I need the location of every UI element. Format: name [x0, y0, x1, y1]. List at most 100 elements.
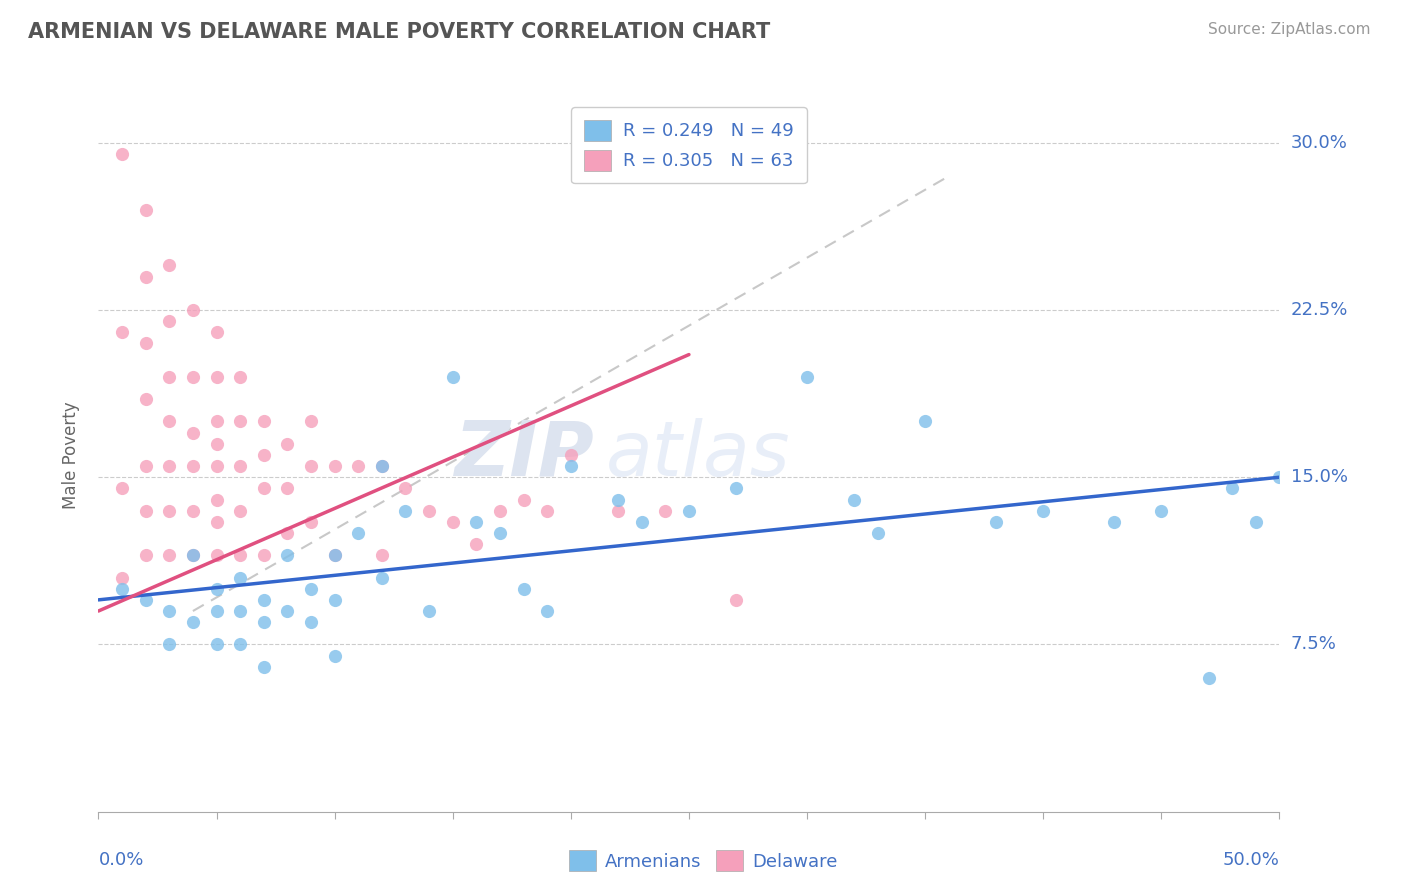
Text: 7.5%: 7.5% — [1291, 635, 1337, 654]
Point — [654, 503, 676, 517]
Point — [181, 548, 204, 563]
Point — [512, 582, 534, 596]
Point — [205, 582, 228, 596]
Point — [984, 515, 1007, 529]
Point — [323, 548, 346, 563]
Point — [276, 548, 298, 563]
Point — [135, 459, 157, 474]
Point — [844, 492, 866, 507]
Text: atlas: atlas — [606, 418, 790, 491]
Y-axis label: Male Poverty: Male Poverty — [62, 401, 80, 508]
Text: 22.5%: 22.5% — [1291, 301, 1348, 319]
Point — [229, 548, 252, 563]
Point — [253, 448, 276, 462]
Point — [418, 503, 440, 517]
Point — [536, 503, 558, 517]
Point — [157, 414, 180, 429]
Point — [371, 459, 394, 474]
Point — [253, 592, 276, 607]
Point — [181, 615, 204, 630]
Point — [253, 414, 276, 429]
Point — [441, 369, 464, 384]
Point — [205, 325, 228, 339]
Point — [1244, 515, 1267, 529]
Point — [1268, 470, 1291, 484]
Point — [205, 492, 228, 507]
Text: 15.0%: 15.0% — [1291, 468, 1347, 486]
Point — [796, 369, 818, 384]
Point — [229, 369, 252, 384]
Point — [1220, 482, 1243, 496]
Point — [229, 459, 252, 474]
Point — [489, 503, 512, 517]
Point — [323, 459, 346, 474]
Point — [299, 459, 322, 474]
Point — [323, 648, 346, 663]
Point — [135, 392, 157, 407]
Point — [205, 436, 228, 450]
Point — [111, 571, 134, 585]
Point — [157, 503, 180, 517]
Point — [441, 515, 464, 529]
Point — [157, 459, 180, 474]
Point — [607, 503, 630, 517]
Point — [371, 548, 394, 563]
Point — [181, 548, 204, 563]
Point — [725, 592, 748, 607]
Point — [1032, 503, 1054, 517]
Point — [1150, 503, 1173, 517]
Point — [299, 515, 322, 529]
Point — [111, 482, 134, 496]
Point — [135, 202, 157, 217]
Point — [465, 537, 488, 551]
Point — [323, 548, 346, 563]
Point — [111, 325, 134, 339]
Text: 0.0%: 0.0% — [98, 851, 143, 869]
Point — [276, 436, 298, 450]
Point — [229, 414, 252, 429]
Point — [1102, 515, 1125, 529]
Point — [276, 482, 298, 496]
Point — [157, 259, 180, 273]
Point — [489, 526, 512, 541]
Point — [181, 369, 204, 384]
Point — [205, 548, 228, 563]
Point — [536, 604, 558, 618]
Point — [560, 459, 582, 474]
Point — [205, 604, 228, 618]
Point — [157, 369, 180, 384]
Point — [135, 336, 157, 351]
Legend: Armenians, Delaware: Armenians, Delaware — [561, 843, 845, 879]
Point — [157, 548, 180, 563]
Point — [135, 548, 157, 563]
Point — [914, 414, 936, 429]
Point — [181, 425, 204, 440]
Point — [347, 459, 370, 474]
Point — [418, 604, 440, 618]
Point — [229, 637, 252, 651]
Point — [205, 459, 228, 474]
Point — [229, 503, 252, 517]
Point — [560, 448, 582, 462]
Legend: R = 0.249   N = 49, R = 0.305   N = 63: R = 0.249 N = 49, R = 0.305 N = 63 — [571, 107, 807, 183]
Text: ZIP: ZIP — [454, 418, 595, 491]
Point — [866, 526, 889, 541]
Text: Source: ZipAtlas.com: Source: ZipAtlas.com — [1208, 22, 1371, 37]
Point — [347, 526, 370, 541]
Point — [229, 571, 252, 585]
Point — [465, 515, 488, 529]
Point — [299, 414, 322, 429]
Point — [111, 147, 134, 161]
Point — [135, 592, 157, 607]
Point — [725, 482, 748, 496]
Point — [253, 615, 276, 630]
Point — [630, 515, 652, 529]
Point — [205, 414, 228, 429]
Point — [1198, 671, 1220, 685]
Point — [135, 269, 157, 284]
Point — [157, 637, 180, 651]
Point — [205, 369, 228, 384]
Point — [394, 503, 416, 517]
Point — [181, 303, 204, 318]
Point — [157, 604, 180, 618]
